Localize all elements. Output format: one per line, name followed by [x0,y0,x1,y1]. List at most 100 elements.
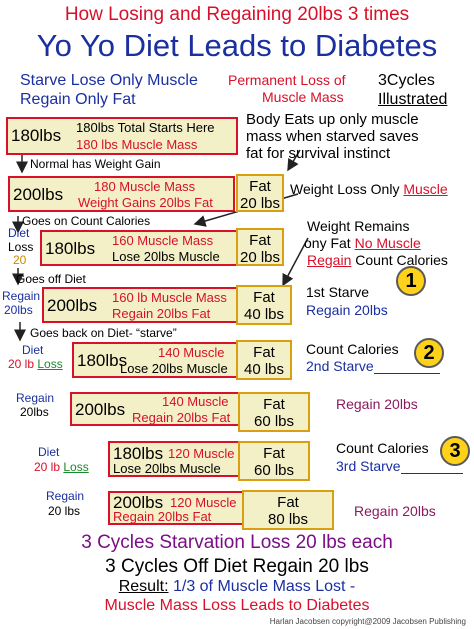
diet-loss-label-3: 20 lb Loss [34,460,89,474]
starve-line-1: Starve Lose Only Muscle [20,72,198,89]
title-line-2: Yo Yo Diet Leads to Diabetes [36,28,438,63]
row-7-weight: 180lbs [113,444,164,463]
weight-remains-line-2: ony Fat No Muscle [304,235,421,251]
row-4-line-2: Regain 20lbs Fat [112,306,211,321]
row-3-weight: 180lbs [45,239,96,258]
row-3-line-2: Lose 20lbs Muscle [112,249,220,264]
row-4-weight: 200lbs [47,296,98,315]
title-line-1: How Losing and Regaining 20lbs 3 times [64,4,410,25]
footer-line-1: 3 Cycles Starvation Loss 20 lbs each [81,532,393,553]
row-3-box: 180lbs 160 Muscle Mass Lose 20lbs Muscle [40,230,238,266]
diet-loss-text-2: Loss [37,357,63,371]
row-6-fat-label: Fat [263,396,285,413]
regain-amount-1: 20lbs [4,303,33,317]
row-7-box: 180lbs 120 Muscle Lose 20lbs Muscle [108,441,240,477]
row-2-weight: 200lbs [13,185,64,204]
weight-remains-count-calories: Count Calories [355,252,448,268]
cycle-3-regain: Regain 20lbs [354,503,436,519]
row-5-box: 180lbs 140 Muscle Lose 20lbs Muscle [72,342,238,378]
row-7-line-1: 120 Muscle [168,446,235,461]
row-8-line-2: Regain 20lbs Fat [113,509,212,524]
row-1-line-1: 180lbs Total Starts Here [76,120,215,135]
row-5-fat-amount: 40 lbs [243,361,285,378]
cycle-3-badge: 3 [440,436,470,466]
row-3-fat-amount: 20 lbs [239,249,281,266]
diet-label-1: Diet [8,226,30,240]
row-4-fat-label: Fat [253,289,275,306]
diet-loss-label-2: 20 lb Loss [8,357,63,371]
normal-gain-note: Normal has Weight Gain [30,157,161,171]
cycle-3-starve: 3rd Starve [336,458,401,474]
goes-back-on-diet-note: Goes back on Diet- “starve” [30,326,177,340]
weight-remains-line-3: Regain Count Calories [307,252,448,268]
row-8-line-1: 120 Muscle [170,495,237,510]
row-1-line-2: 180 lbs Muscle Mass [76,137,198,152]
perm-loss-line-2: Muscle Mass [262,89,344,105]
row-7-fat-label: Fat [263,445,285,462]
row-6-weight: 200lbs [75,400,126,419]
row-6-line-2: Regain 20lbs Fat [132,410,231,425]
starve-line-2: Regain Only Fat [20,91,136,108]
row-7-fat-box: Fat 60 lbs [238,441,310,481]
arrow-body-eats [287,149,301,172]
row-1-weight: 180lbs [11,126,62,145]
row-3-line-1: 160 Muscle Mass [112,233,214,248]
cycle-1-badge: 1 [396,266,426,296]
row-5-fat-label: Fat [253,344,275,361]
row-8-fat-label: Fat [277,494,299,511]
row-6-line-1: 140 Muscle [162,394,229,409]
cycle-2-starve-row: 2nd Starve [306,358,440,374]
cycle-1-starve: 1st Starve [306,284,370,300]
weight-loss-only-text: Weight Loss Only [290,181,400,197]
goes-off-diet-note: Goes off Diet [16,272,86,286]
row-8-fat-box: Fat 80 lbs [242,490,334,530]
row-2-fat-box: Fat 20 lbs [236,174,284,212]
cycle-2-regain: Regain 20lbs [336,396,418,412]
row-2-line-2: Weight Gains 20lbs Fat [78,195,213,210]
row-6-box: 200lbs 140 Muscle Regain 20lbs Fat [70,392,240,426]
weight-remains-no-muscle: No Muscle [354,235,421,251]
row-8-box: 200lbs 120 Muscle Regain 20lbs Fat [108,491,244,525]
regain-label-2: Regain [16,391,55,405]
weight-remains-line-1: Weight Remains [307,218,410,234]
cycle-3-starve-row: 3rd Starve [336,458,463,474]
row-4-fat-amount: 40 lbs [243,306,285,323]
row-7-line-2: Lose 20lbs Muscle [113,461,221,476]
weight-remains-fat-text: ony Fat [304,235,351,251]
regain-label-1: Regain [2,289,41,303]
row-3-fat-box: Fat 20 lbs [236,228,284,266]
cycle-2-starve: 2nd Starve [306,358,374,374]
diet-loss-text-3: Loss [63,460,89,474]
row-5-line-1: 140 Muscle [158,345,225,360]
row-5-weight: 180lbs [77,351,128,370]
weight-loss-muscle-text: Muscle [403,181,448,197]
row-5-fat-box: Fat 40 lbs [236,340,292,380]
diet-label-3: Diet [38,445,60,459]
cycles-line-2: Illustrated [378,91,448,108]
footer-line-2: 3 Cycles Off Diet Regain 20 lbs [105,556,369,577]
regain-label-3: Regain [46,489,85,503]
row-4-fat-box: Fat 40 lbs [236,285,292,325]
footer-line-4: Muscle Mass Loss Leads to Diabetes [104,597,370,614]
diet-label-2: Diet [22,343,44,357]
row-4-line-1: 160 lb Muscle Mass [112,290,227,305]
loss-twenty-label: 20 [13,253,27,267]
cycle-3-count-calories: Count Calories [336,440,429,456]
row-1-box: 180lbs 180lbs Total Starts Here 180 lbs … [6,117,238,155]
row-2-fat-amount: 20 lbs [239,195,281,212]
cycle-1-regain: Regain 20lbs [306,302,388,318]
loss-label-1: Loss [8,240,34,254]
weight-loss-only-note: Weight Loss Only Muscle [290,181,448,197]
row-2-line-1: 180 Muscle Mass [94,179,196,194]
body-eats-line-1: Body Eats up only muscle [246,111,419,128]
body-eats-line-3: fat for survival instinct [246,145,391,162]
row-2-box: 200lbs 180 Muscle Mass Weight Gains 20lb… [8,176,235,212]
row-8-fat-amount: 80 lbs [267,511,309,528]
row-7-fat-amount: 60 lbs [253,462,295,479]
weight-remains-regain: Regain [307,252,352,268]
diet-twenty-lb-3: 20 lb [34,460,61,474]
perm-loss-line-1: Permanent Loss of [228,72,346,88]
row-5-line-2: Lose 20lbs Muscle [120,361,228,376]
row-4-box: 200lbs 160 lb Muscle Mass Regain 20lbs F… [42,287,238,323]
footer-result-label: Result: [118,578,169,595]
